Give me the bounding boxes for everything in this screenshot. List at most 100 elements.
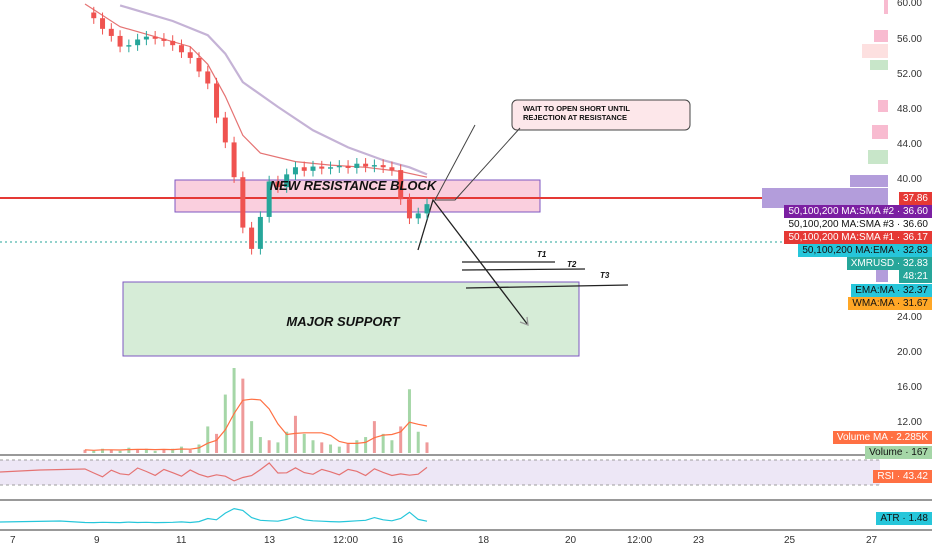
volume-bar (267, 440, 271, 453)
volume-bar (144, 448, 148, 453)
candle-body (345, 165, 351, 168)
resistance-label: NEW RESISTANCE BLOCK (270, 178, 438, 193)
candle-body (170, 40, 176, 46)
volume-bar (276, 442, 280, 453)
rsi-band (0, 460, 880, 485)
candle-body (424, 204, 430, 214)
volume-bar (302, 433, 306, 453)
volume-bar (311, 440, 315, 453)
volume-bar (372, 421, 376, 453)
time-axis-tick: 9 (94, 535, 100, 546)
volume-bar (346, 443, 350, 453)
volume-bar (197, 444, 201, 453)
time-axis-tick: 25 (784, 535, 796, 546)
target-line-t3[interactable] (465, 284, 629, 289)
price-tag: EMA:MA · 32.37 (851, 284, 932, 297)
candle-body (205, 71, 211, 84)
price-axis-tick: 24.00 (896, 312, 922, 323)
candle-body (152, 36, 158, 39)
callout-text-line1: WAIT TO OPEN SHORT UNTIL (523, 104, 630, 113)
volume-bar (171, 448, 175, 453)
candle-body (266, 181, 272, 217)
candle-body (310, 166, 316, 171)
candle-body (214, 83, 220, 118)
candle-body (354, 163, 360, 168)
price-tag: 50,100,200 MA:SMA #2 · 36.60 (784, 205, 932, 218)
volume-bar (127, 447, 131, 453)
candle-body (336, 165, 342, 168)
volume-bar (355, 440, 359, 453)
support-zone[interactable] (122, 281, 580, 357)
candle-body (117, 35, 123, 47)
price-tag: 50,100,200 MA:SMA #1 · 36.17 (784, 231, 932, 244)
price-axis-tick: 20.00 (896, 347, 922, 358)
volume-bar (425, 442, 429, 453)
volume-bar (109, 449, 113, 453)
time-axis-tick: 7 (10, 535, 16, 546)
time-axis-tick: 13 (264, 535, 276, 546)
volume-bar (136, 449, 140, 453)
volume-bar (232, 368, 236, 453)
candle-body (222, 117, 228, 143)
candle-body (187, 52, 193, 58)
volume-bar (92, 450, 96, 453)
volume-bar (285, 431, 289, 453)
time-axis-tick: 12:00 (627, 535, 653, 546)
price-axis-tick: 44.00 (896, 139, 922, 150)
time-axis-tick: 18 (478, 535, 490, 546)
volume-bar (83, 449, 87, 453)
candle-body (100, 18, 106, 29)
time-axis-tick: 11 (176, 535, 187, 546)
volume-ma-line (84, 398, 428, 451)
candle-body (257, 216, 263, 249)
volume-bar (179, 446, 183, 453)
candle-body (389, 167, 395, 171)
candle-body (380, 165, 386, 168)
target-line-t2[interactable] (461, 268, 586, 271)
volume-bar (223, 394, 227, 453)
volume-bar (416, 431, 420, 453)
volume-tag: Volume · 167 (865, 446, 932, 459)
target-label-t3: T3 (600, 271, 610, 280)
atr-tag: ATR · 1.48 (876, 512, 932, 525)
candle-body (406, 199, 412, 219)
price-pane (0, 0, 880, 455)
price-axis-tick: 56.00 (896, 34, 922, 45)
candle-body (319, 166, 325, 169)
candle-body (328, 167, 334, 169)
candle-body (135, 39, 141, 46)
price-tag: XMRUSD · 32.83 (846, 257, 932, 270)
price-axis-tick: 40.00 (896, 174, 922, 185)
volume-bar (250, 421, 254, 453)
time-axis-tick: 20 (565, 535, 577, 546)
candle-body (284, 174, 290, 188)
volume-bar (390, 440, 394, 453)
projection-arrowhead (519, 316, 529, 326)
candle-body (249, 227, 255, 249)
candle-body (126, 45, 132, 47)
volume-bar (206, 426, 210, 453)
time-axis-tick: 23 (693, 535, 705, 546)
price-tag: 37.86 (898, 192, 932, 205)
candle-body (196, 57, 202, 72)
callout-box[interactable] (511, 99, 691, 131)
volume-bar (153, 450, 157, 453)
target-label-t2: T2 (567, 260, 577, 269)
price-tag: WMA:MA · 31.67 (848, 297, 932, 310)
projection-path (417, 198, 529, 326)
volume-bar (329, 444, 333, 453)
volume-bar (118, 450, 122, 453)
candle-body (161, 38, 167, 41)
candle-body (363, 163, 369, 167)
price-axis-tick: 52.00 (896, 69, 922, 80)
resistance-block[interactable] (174, 179, 541, 213)
volume-bar (258, 437, 262, 453)
volume-bar (320, 442, 324, 453)
candle-body (143, 36, 149, 40)
price-tag: 48:21 (898, 270, 932, 283)
target-label-t1: T1 (537, 250, 547, 259)
time-axis-tick: 27 (866, 535, 878, 546)
volume-bar (337, 446, 341, 453)
